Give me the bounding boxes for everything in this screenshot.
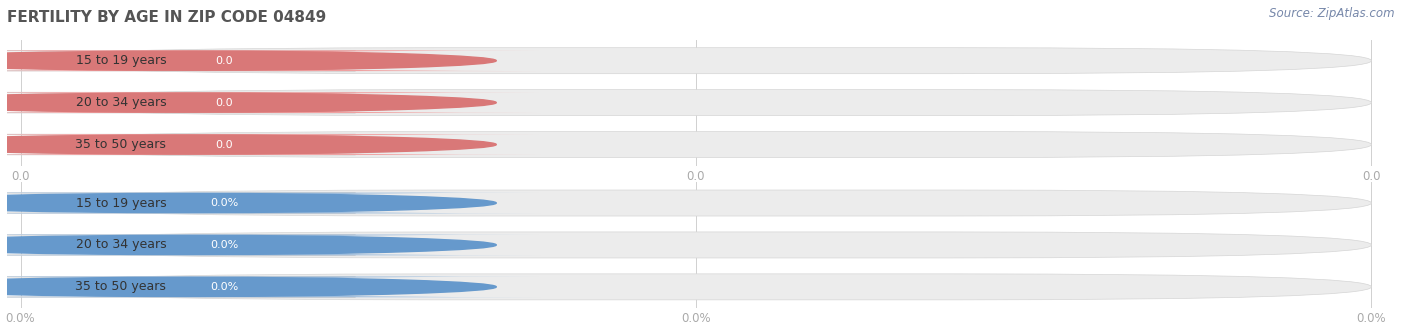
- Text: 0.0%: 0.0%: [211, 240, 239, 250]
- FancyBboxPatch shape: [21, 48, 1371, 74]
- FancyBboxPatch shape: [21, 90, 1371, 116]
- Text: 15 to 19 years: 15 to 19 years: [76, 54, 166, 67]
- FancyBboxPatch shape: [21, 131, 1371, 158]
- Circle shape: [0, 135, 496, 154]
- FancyBboxPatch shape: [21, 232, 1371, 258]
- FancyBboxPatch shape: [0, 92, 541, 113]
- Text: 0.0: 0.0: [215, 98, 233, 108]
- FancyBboxPatch shape: [0, 134, 541, 155]
- Text: FERTILITY BY AGE IN ZIP CODE 04849: FERTILITY BY AGE IN ZIP CODE 04849: [7, 10, 326, 25]
- FancyBboxPatch shape: [0, 193, 541, 213]
- FancyBboxPatch shape: [0, 193, 356, 213]
- Text: 0.0: 0.0: [215, 56, 233, 66]
- Circle shape: [0, 51, 496, 70]
- FancyBboxPatch shape: [0, 235, 356, 255]
- FancyBboxPatch shape: [0, 276, 541, 297]
- Text: 20 to 34 years: 20 to 34 years: [76, 238, 166, 252]
- Circle shape: [0, 235, 496, 255]
- Text: 35 to 50 years: 35 to 50 years: [76, 138, 166, 151]
- Text: 0.0%: 0.0%: [211, 198, 239, 208]
- FancyBboxPatch shape: [21, 274, 1371, 300]
- FancyBboxPatch shape: [0, 134, 356, 155]
- FancyBboxPatch shape: [0, 50, 541, 71]
- FancyBboxPatch shape: [0, 50, 356, 71]
- Text: 0.0: 0.0: [215, 140, 233, 150]
- FancyBboxPatch shape: [0, 235, 541, 255]
- FancyBboxPatch shape: [0, 92, 356, 113]
- Circle shape: [0, 193, 496, 213]
- FancyBboxPatch shape: [0, 276, 356, 297]
- Text: 15 to 19 years: 15 to 19 years: [76, 197, 166, 210]
- Text: 0.0%: 0.0%: [211, 282, 239, 292]
- Text: 35 to 50 years: 35 to 50 years: [76, 280, 166, 293]
- Text: Source: ZipAtlas.com: Source: ZipAtlas.com: [1270, 7, 1395, 20]
- Circle shape: [0, 93, 496, 112]
- Text: 20 to 34 years: 20 to 34 years: [76, 96, 166, 109]
- FancyBboxPatch shape: [21, 190, 1371, 216]
- Circle shape: [0, 277, 496, 297]
